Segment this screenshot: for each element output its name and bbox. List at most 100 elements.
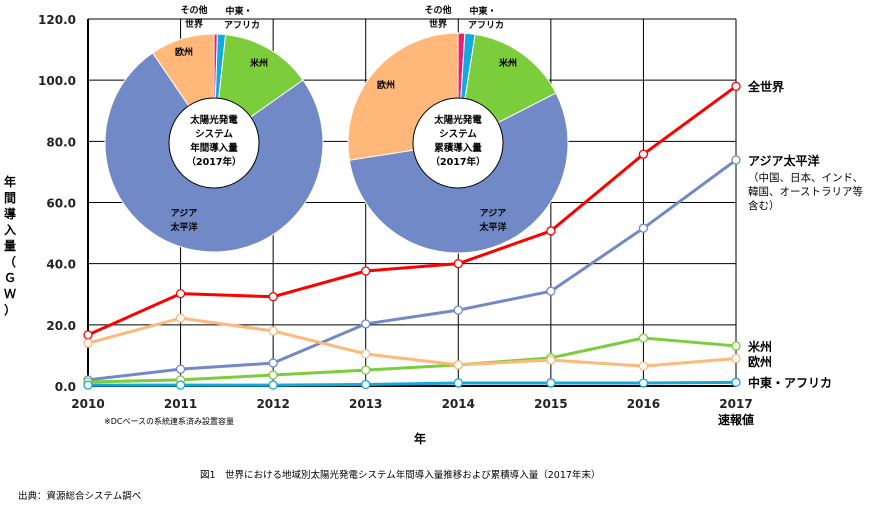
chart-caption: 図1 世界における地域別太陽光発電システム年間導入量推移および累積導入量（201… — [200, 470, 601, 481]
series-line — [87, 336, 737, 384]
data-point — [268, 326, 278, 336]
x-tick-label: 2016 — [627, 397, 660, 411]
y-tick-label: 60.0 — [46, 197, 76, 211]
pie-label-americas: 米州 — [498, 57, 517, 69]
data-point — [268, 380, 278, 390]
y-axis-label-char: （ — [4, 254, 16, 269]
data-point — [453, 378, 463, 388]
data-point — [361, 319, 371, 329]
data-point — [731, 353, 741, 364]
y-tick-label: 20.0 — [46, 319, 76, 333]
y-axis-label-char: Ｗ — [4, 287, 16, 301]
data-point — [361, 379, 371, 390]
data-point — [453, 259, 463, 269]
pie-label-europe: 欧州 — [377, 79, 395, 91]
series-note: 韓国、オーストラリア等 — [748, 185, 863, 198]
pie-label-americas: 米州 — [249, 57, 268, 69]
y-tick-label: 0.0 — [55, 380, 76, 394]
pie-label-asia: 太平洋 — [478, 221, 506, 233]
data-point — [546, 378, 556, 388]
series-line — [87, 158, 737, 382]
pie-center-label: 太陽光発電 — [434, 114, 482, 126]
x-axis-label: 年 — [414, 431, 426, 446]
y-axis-label-char: ） — [4, 302, 16, 317]
pie-center-label: （2017年） — [187, 156, 242, 168]
data-point — [731, 341, 741, 351]
y-axis-label-char: Ｇ — [4, 271, 16, 285]
data-point — [638, 378, 649, 388]
y-tick-label: 80.0 — [46, 135, 76, 149]
data-point — [638, 333, 649, 343]
pie-center-label: システム — [439, 129, 477, 140]
pie-label-mea: 中東・ — [225, 5, 252, 17]
data-point — [175, 313, 186, 323]
y-axis-label-char: 年 — [4, 174, 16, 189]
data-point — [175, 288, 186, 299]
data-point — [638, 149, 649, 159]
x-tick-label: 2012 — [256, 397, 289, 411]
x-tick-sublabel: 速報値 — [718, 412, 754, 427]
data-point — [731, 155, 741, 165]
y-axis-label-char: 量 — [4, 239, 16, 253]
data-point — [83, 330, 93, 340]
data-point — [268, 358, 278, 368]
y-axis-label-char: 間 — [4, 191, 16, 205]
x-tick-label: 2010 — [71, 397, 104, 411]
pie-center-label: システム — [195, 129, 233, 140]
pie-label-mea: 中東・ — [469, 5, 496, 17]
data-point — [361, 349, 371, 359]
data-point — [546, 355, 556, 365]
pie-label-other: その他世界 — [424, 6, 452, 30]
series-label: 欧州 — [748, 354, 772, 369]
series-line — [88, 380, 737, 387]
pie-center-label: 年間導入量 — [190, 142, 238, 154]
series-label: 中東・アフリカ — [748, 375, 832, 390]
data-point — [546, 286, 556, 296]
x-tick-label: 2013 — [349, 397, 382, 411]
series-note: 含む） — [748, 199, 780, 212]
x-tick-label: 2017 — [719, 397, 752, 411]
data-point — [268, 292, 278, 302]
pie-center — [412, 97, 504, 189]
data-point — [731, 81, 741, 91]
data-point — [546, 226, 556, 236]
series-label: 米州 — [748, 339, 772, 354]
x-tick-label: 2014 — [442, 397, 475, 411]
data-point — [453, 305, 463, 315]
series-label: 全世界 — [747, 79, 784, 94]
y-tick-label: 120.0 — [38, 13, 76, 27]
pie-label-asia: アジア — [171, 208, 198, 219]
data-point — [83, 380, 93, 390]
series-label: アジア太平洋 — [748, 153, 820, 168]
y-tick-label: 100.0 — [38, 74, 76, 88]
y-axis-label-char: 導 — [4, 206, 16, 221]
data-point — [638, 223, 649, 233]
pie-center-label: （2017年） — [431, 156, 486, 168]
y-tick-label: 40.0 — [46, 258, 76, 272]
pie-label-asia: 太平洋 — [169, 221, 197, 233]
pie-label-europe: 欧州 — [175, 46, 193, 58]
series-note: （中国、日本、インド、 — [748, 171, 863, 184]
data-point — [268, 370, 278, 380]
series-line — [87, 85, 737, 337]
data-point — [638, 361, 649, 371]
data-point — [175, 364, 186, 374]
pie-label-mea: アフリカ — [468, 20, 504, 31]
data-point — [361, 365, 371, 375]
source-note: 出典：資源総合システム調べ — [18, 491, 142, 502]
x-tick-label: 2011 — [164, 397, 197, 411]
footnote: ※DCベースの系統連系済み設置容量 — [104, 416, 234, 426]
data-point — [453, 360, 463, 370]
pie-center — [168, 97, 260, 189]
data-point — [731, 377, 741, 387]
x-tick-label: 2015 — [534, 397, 567, 411]
pie-center-label: 累積導入量 — [434, 142, 482, 154]
pie-center-label: 太陽光発電 — [190, 114, 238, 126]
data-point — [361, 266, 371, 276]
data-point — [83, 338, 93, 348]
pie-label-mea: アフリカ — [224, 20, 260, 31]
pie-label-asia: アジア — [480, 208, 507, 219]
data-point — [175, 380, 186, 390]
